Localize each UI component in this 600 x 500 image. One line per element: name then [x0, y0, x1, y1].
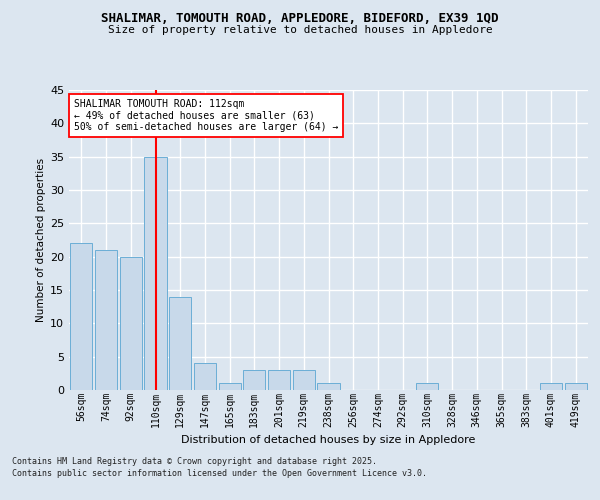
Bar [565, 384, 587, 390]
Bar [145, 156, 167, 390]
Bar [70, 244, 92, 390]
Bar [169, 296, 191, 390]
Bar [540, 384, 562, 390]
Bar [293, 370, 315, 390]
Text: Contains HM Land Registry data © Crown copyright and database right 2025.: Contains HM Land Registry data © Crown c… [12, 458, 377, 466]
Bar [218, 384, 241, 390]
Bar [95, 250, 117, 390]
Text: SHALIMAR TOMOUTH ROAD: 112sqm
← 49% of detached houses are smaller (63)
50% of s: SHALIMAR TOMOUTH ROAD: 112sqm ← 49% of d… [74, 99, 338, 132]
Text: Contains public sector information licensed under the Open Government Licence v3: Contains public sector information licen… [12, 469, 427, 478]
Bar [194, 364, 216, 390]
X-axis label: Distribution of detached houses by size in Appledore: Distribution of detached houses by size … [181, 435, 476, 445]
Bar [416, 384, 439, 390]
Y-axis label: Number of detached properties: Number of detached properties [36, 158, 46, 322]
Bar [317, 384, 340, 390]
Bar [119, 256, 142, 390]
Text: SHALIMAR, TOMOUTH ROAD, APPLEDORE, BIDEFORD, EX39 1QD: SHALIMAR, TOMOUTH ROAD, APPLEDORE, BIDEF… [101, 12, 499, 26]
Bar [268, 370, 290, 390]
Text: Size of property relative to detached houses in Appledore: Size of property relative to detached ho… [107, 25, 493, 35]
Bar [243, 370, 265, 390]
